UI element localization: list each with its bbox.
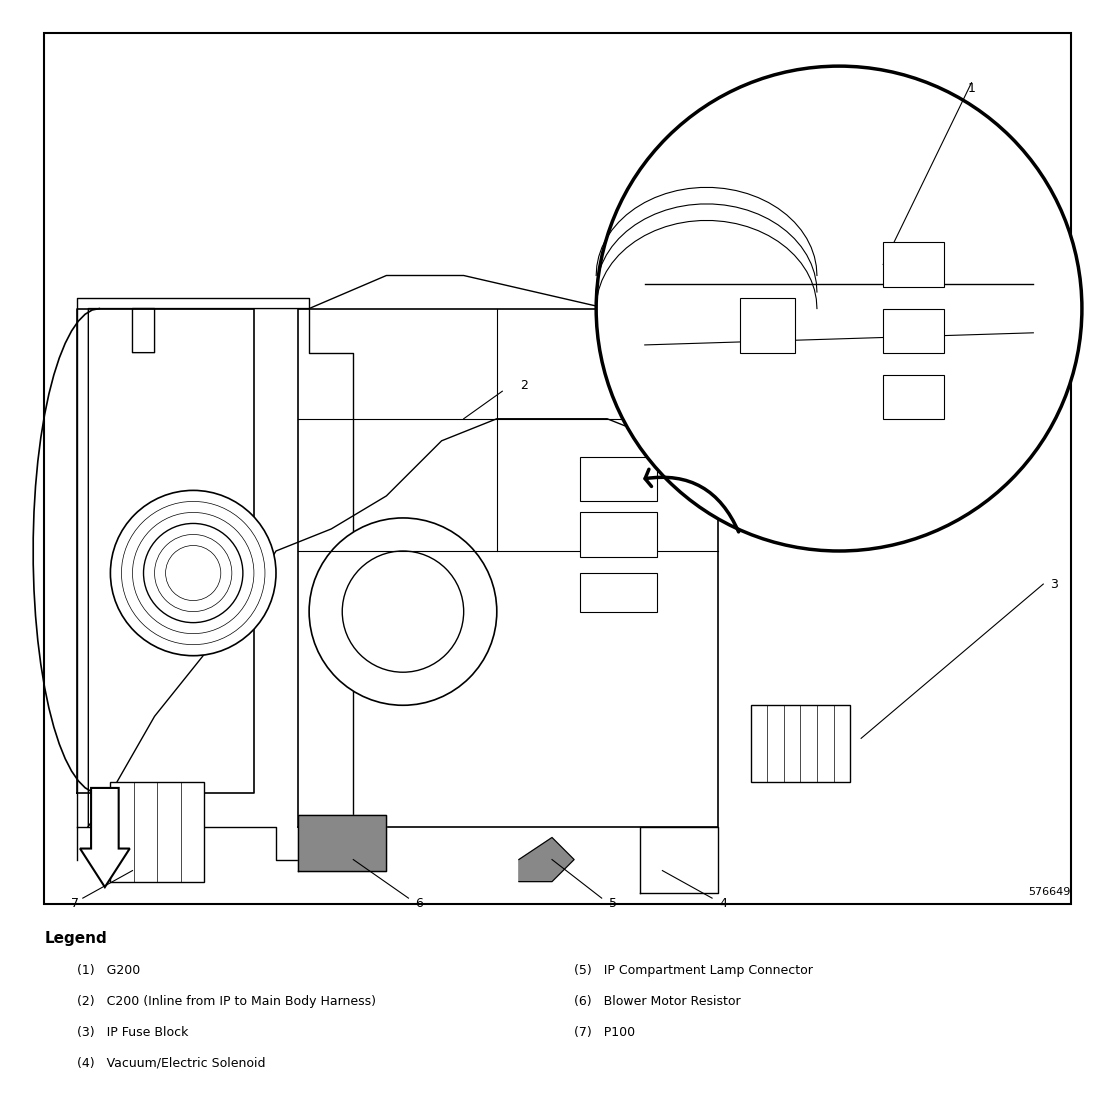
FancyBboxPatch shape xyxy=(883,309,944,353)
Text: 3: 3 xyxy=(1050,577,1059,591)
Polygon shape xyxy=(519,838,574,882)
Text: 5: 5 xyxy=(608,897,617,910)
Circle shape xyxy=(596,66,1082,551)
Text: (3)   IP Fuse Block: (3) IP Fuse Block xyxy=(77,1026,189,1039)
Text: 4: 4 xyxy=(719,897,728,910)
Circle shape xyxy=(309,518,497,705)
FancyArrow shape xyxy=(81,788,130,887)
Text: 6: 6 xyxy=(415,897,424,910)
Circle shape xyxy=(110,490,276,656)
FancyBboxPatch shape xyxy=(110,782,204,882)
FancyBboxPatch shape xyxy=(580,457,657,501)
Text: 7: 7 xyxy=(71,897,79,910)
Text: Legend: Legend xyxy=(44,931,107,947)
FancyBboxPatch shape xyxy=(44,33,1071,904)
Text: 1: 1 xyxy=(967,82,976,95)
Polygon shape xyxy=(298,815,386,871)
FancyBboxPatch shape xyxy=(751,705,850,782)
Text: (6)   Blower Motor Resistor: (6) Blower Motor Resistor xyxy=(574,995,741,1008)
FancyBboxPatch shape xyxy=(883,242,944,287)
FancyBboxPatch shape xyxy=(580,573,657,612)
Text: 576649: 576649 xyxy=(1029,887,1071,897)
Text: 2: 2 xyxy=(520,379,529,392)
Text: (4)   Vacuum/Electric Solenoid: (4) Vacuum/Electric Solenoid xyxy=(77,1057,266,1070)
Circle shape xyxy=(144,523,243,623)
FancyBboxPatch shape xyxy=(740,298,795,353)
FancyBboxPatch shape xyxy=(580,512,657,557)
Text: (7)   P100: (7) P100 xyxy=(574,1026,635,1039)
Text: (5)   IP Compartment Lamp Connector: (5) IP Compartment Lamp Connector xyxy=(574,964,813,977)
Circle shape xyxy=(342,551,464,672)
FancyBboxPatch shape xyxy=(883,375,944,419)
Text: (1)   G200: (1) G200 xyxy=(77,964,140,977)
Text: (2)   C200 (Inline from IP to Main Body Harness): (2) C200 (Inline from IP to Main Body Ha… xyxy=(77,995,376,1008)
